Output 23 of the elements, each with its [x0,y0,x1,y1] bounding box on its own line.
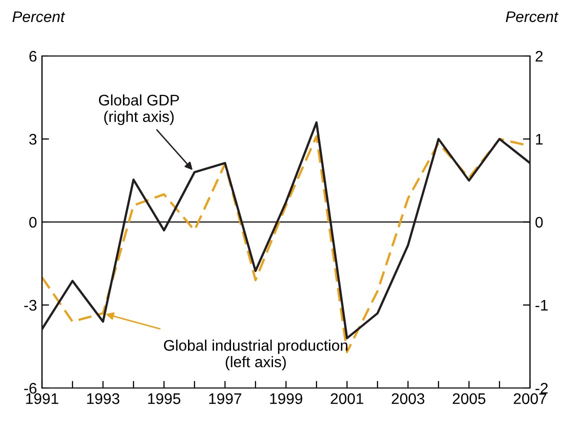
y-tick-label: -3 [24,300,36,311]
y2-tick-label: 2 [536,50,543,62]
x-tick-label: 1999 [270,393,302,404]
x-tick-label: 2007 [514,393,546,404]
annotation: Global industrial production (left axis) [164,340,348,370]
x-tick-label: 1997 [209,393,242,404]
y2-tick-label: -1 [536,300,548,311]
x-tick-label: 2003 [392,393,424,404]
y2-tick-label: 0 [535,216,543,228]
y-tick-label: 6 [29,50,36,62]
y-tick-label: -6 [24,382,36,394]
y-axis-title: Percent [12,11,66,22]
y2-tick-label: 1 [536,134,543,145]
annotation: Global GDP (right axis) [98,94,179,126]
x-tick-label: 1995 [148,393,180,404]
x-tick-label: 1991 [26,393,58,404]
y-tick-label: 0 [29,216,37,228]
x-tick-label: 2001 [330,393,364,404]
y2-tick-label: -2 [536,382,548,394]
y-tick-label: 3 [29,134,36,145]
x-tick-label: 1993 [87,393,120,404]
y2-axis-title: Percent [506,11,559,22]
x-tick-label: 2005 [452,393,486,404]
